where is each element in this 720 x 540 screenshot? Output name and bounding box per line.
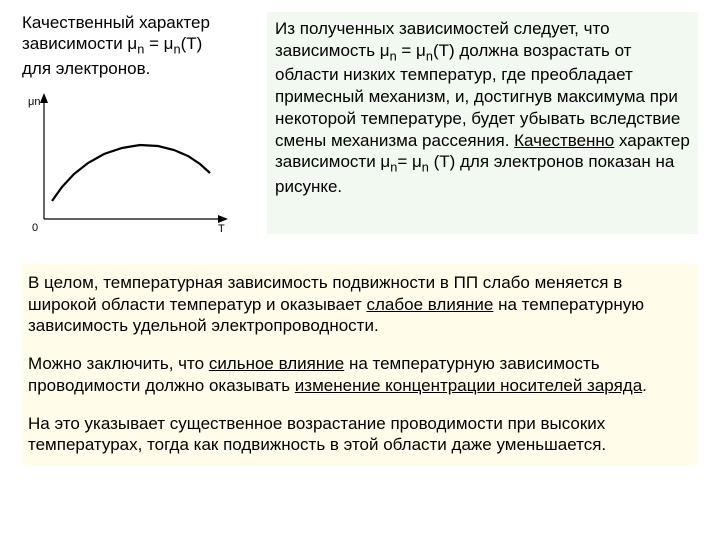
x-arrow-icon <box>218 215 228 223</box>
title-line2c: (T) <box>181 34 203 53</box>
right-column: Из полученных зависимостей следует, что … <box>267 12 698 234</box>
rt2: = μ <box>397 41 426 60</box>
title-sub2: n <box>173 42 180 57</box>
left-column: Качественный характер зависимости μ n = μ… <box>22 12 247 234</box>
paragraph-2: Можно заключить, что сильное влияние на … <box>28 353 692 397</box>
rtsub2: n <box>426 48 433 63</box>
top-row: Качественный характер зависимости μ n = μ… <box>22 12 698 234</box>
slide: Качественный характер зависимости μ n = μ… <box>0 0 720 540</box>
title-line3: для электронов. <box>22 59 150 78</box>
paragraph-3: На это указывает существенное возрастани… <box>28 413 692 457</box>
p2u1: сильное влияние <box>209 354 344 373</box>
right-text: Из полученных зависимостей следует, что … <box>275 18 690 198</box>
p2c: . <box>642 376 647 395</box>
p2u2: изменение концентрации носителей заряда <box>295 376 642 395</box>
title-line2b: = μ <box>144 34 173 53</box>
rt6: = μ <box>397 152 421 171</box>
chart-svg: μn T 0 <box>22 89 232 234</box>
bottom-block: В целом, температурная зависимость подви… <box>22 264 698 466</box>
y-arrow-icon <box>40 93 48 103</box>
mobility-chart: μn T 0 <box>22 89 232 234</box>
rtsub4: n <box>422 160 429 175</box>
x-label: T <box>218 223 225 234</box>
p3a: На это указывает существенное возрастани… <box>28 414 606 455</box>
title-line2a: зависимости μ <box>22 34 137 53</box>
title-line1: Качественный характер <box>22 13 210 32</box>
p2a: Можно заключить, что <box>28 354 209 373</box>
origin-label: 0 <box>32 222 38 234</box>
rtsub1: n <box>390 48 397 63</box>
left-title: Качественный характер зависимости μ n = μ… <box>22 12 247 79</box>
curve <box>52 145 210 201</box>
y-label: μn <box>28 96 40 108</box>
rt4: Качественно <box>514 131 614 150</box>
paragraph-1: В целом, температурная зависимость подви… <box>28 272 692 337</box>
p1u: слабое влияние <box>367 295 494 314</box>
